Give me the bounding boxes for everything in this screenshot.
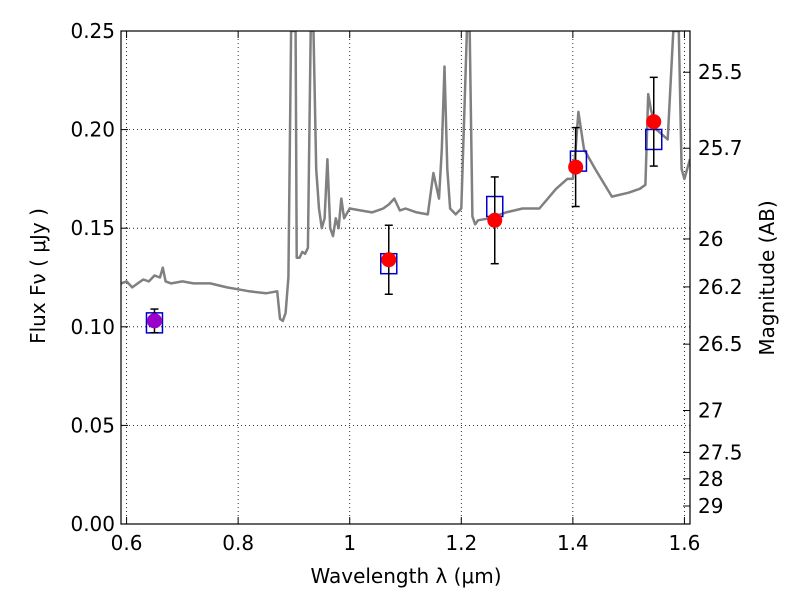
x-tick-label: 1.2 bbox=[445, 531, 477, 555]
spectrum-line bbox=[121, 31, 690, 323]
y-tick-label: 0.25 bbox=[70, 19, 115, 43]
grid-lines bbox=[121, 30, 690, 525]
purple-data-point bbox=[146, 313, 162, 329]
x-tick-label: 0.6 bbox=[111, 531, 143, 555]
axis-ticks bbox=[121, 30, 690, 525]
mag-tick-label: 27.5 bbox=[698, 440, 743, 464]
mag-tick-label: 29 bbox=[698, 494, 723, 518]
mag-tick-label: 27 bbox=[698, 399, 723, 423]
mag-tick-label: 26.5 bbox=[698, 332, 743, 356]
x-tick-label: 0.8 bbox=[222, 531, 254, 555]
red-data-point bbox=[646, 114, 662, 130]
y-tick-label: 0.20 bbox=[70, 118, 115, 142]
x-tick-label: 1.4 bbox=[557, 531, 589, 555]
x-tick-label: 1.6 bbox=[669, 531, 701, 555]
spectrum-series bbox=[121, 31, 690, 323]
y-tick-label: 0.05 bbox=[70, 413, 115, 437]
y-tick-label: 0.10 bbox=[70, 315, 115, 339]
mag-tick-label: 25.7 bbox=[698, 136, 743, 160]
x-tick-label: 1 bbox=[343, 531, 356, 555]
mag-tick-label: 26.2 bbox=[698, 275, 743, 299]
y-tick-label: 0.00 bbox=[70, 512, 115, 536]
red-data-point bbox=[381, 252, 397, 268]
plot-frame bbox=[120, 30, 691, 525]
mag-tick-label: 25.5 bbox=[698, 60, 743, 84]
x-axis-title: Wavelength λ (μm) bbox=[310, 564, 501, 588]
red-data-point bbox=[487, 212, 503, 228]
mag-tick-label: 26 bbox=[698, 227, 723, 251]
y-axis-title: Flux Fν ( μJy ) bbox=[26, 208, 50, 344]
mag-tick-label: 28 bbox=[698, 467, 723, 491]
tick-labels: 0.6 0.8 1 1.2 1.4 1.6 0.00 0.05 0.10 0.15 0.20 0.25… bbox=[70, 19, 742, 555]
y2-axis-title: Magnitude (AB) bbox=[755, 200, 779, 355]
red-data-point bbox=[568, 159, 584, 175]
data-points bbox=[145, 76, 663, 334]
y-tick-label: 0.15 bbox=[70, 216, 115, 240]
plot-area bbox=[121, 31, 690, 334]
